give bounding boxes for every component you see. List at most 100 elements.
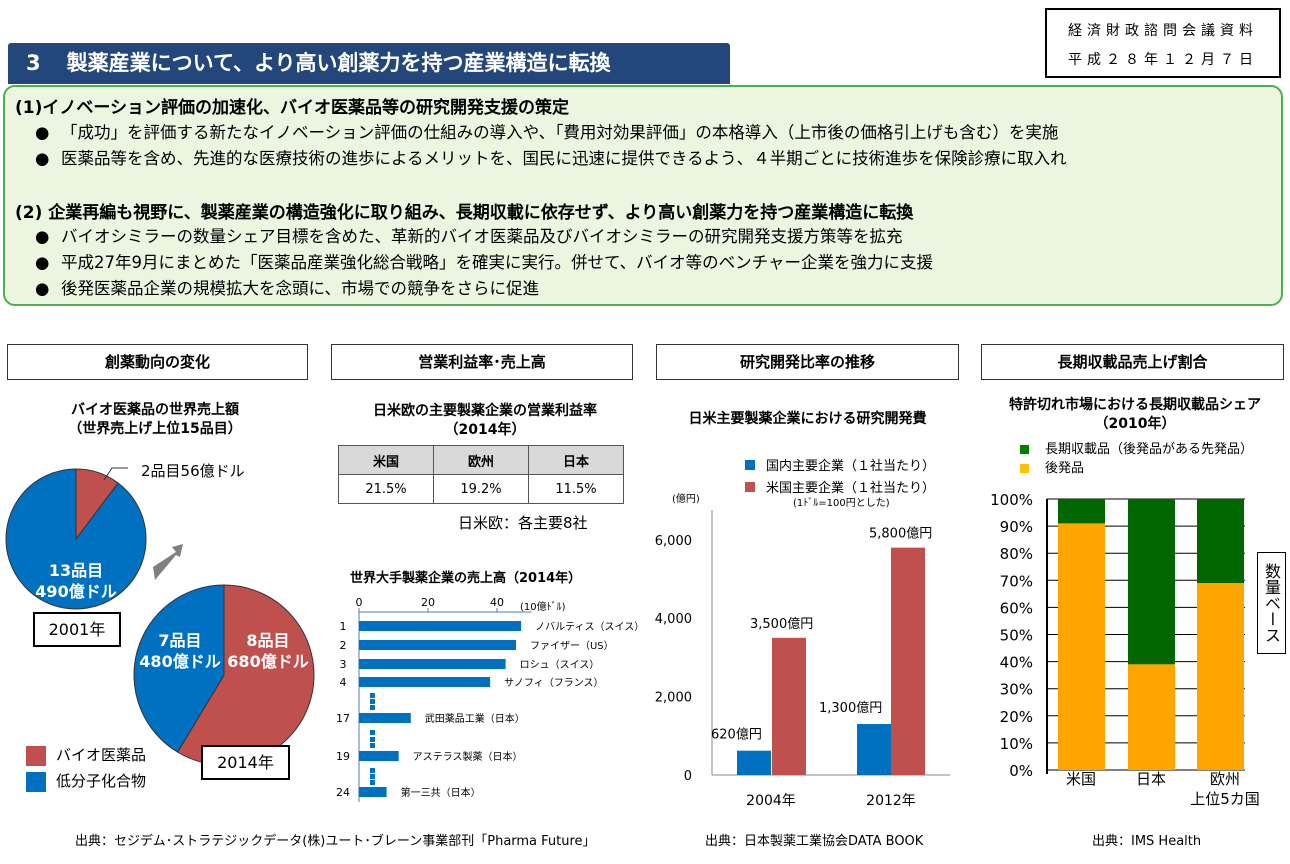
y-tick-label: 60% xyxy=(1000,599,1033,617)
pie-chart-title: バイオ医薬品の世界売上額 （世界売上げ上位15品目） xyxy=(20,401,290,439)
title-line: バイオ医薬品の世界売上額 xyxy=(71,402,239,418)
arrow-icon xyxy=(153,544,183,580)
rank-label: 2 xyxy=(340,639,347,652)
volume-basis-label: 数量ベース xyxy=(1257,552,1286,654)
table-row: 21.5% 19.2% 11.5% xyxy=(338,474,624,504)
ellipsis-dot xyxy=(370,780,375,785)
ellipsis-dot xyxy=(370,774,375,779)
table-cell: 19.2% xyxy=(433,474,529,504)
column-header: 日本 xyxy=(528,445,624,475)
pie-slice-label: 490億ドル xyxy=(35,582,116,601)
bar-value-label: 620億円 xyxy=(711,727,762,743)
exchange-note: (1ﾄﾞﾙ=100円とした) xyxy=(793,497,890,509)
sales-chart-title: 世界大手製薬企業の売上高（2014年） xyxy=(350,571,582,586)
sales-bar xyxy=(359,787,387,797)
document-label-box: 経済財政諮問会議資料 平成２８年１２月７日 xyxy=(1045,8,1281,78)
company-label: 武田薬品工業（日本） xyxy=(425,712,525,725)
bullet: ● バイオシミラーの数量シェア目標を含めた、革新的バイオ医薬品及びバイオシミラーの… xyxy=(35,223,903,247)
ellipsis-dot xyxy=(370,768,375,773)
legend-swatch xyxy=(745,460,755,470)
doc-date: 平成２８年１２月７日 xyxy=(1068,52,1258,68)
legend-generic: 後発品 xyxy=(1020,457,1084,476)
column-header: 欧州 xyxy=(433,445,529,475)
legend-long-listed: 長期収載品（後発品がある先発品） xyxy=(1020,438,1253,457)
bullet-text: 医薬品等を含め、先進的な医療技術の進歩によるメリットを、国民に迅速に提供できるよ… xyxy=(61,149,1067,168)
y-tick-label: 30% xyxy=(1000,681,1033,699)
x-tick-label: 0 xyxy=(356,596,363,609)
legend-label: 国内主要企業（１社当たり） xyxy=(766,458,935,474)
ellipsis-dot xyxy=(370,737,375,742)
ellipsis-dot xyxy=(370,705,375,710)
pie-slice-label: 680億ドル xyxy=(227,652,308,671)
panel-header-drug-trends: 創薬動向の変化 xyxy=(7,344,308,380)
stacked-bar-segment xyxy=(1197,583,1244,770)
title-line: 特許切れ市場における長期収載品シェア xyxy=(1009,397,1261,413)
year-2001-label: 2001年 xyxy=(33,612,121,647)
ellipsis-dot xyxy=(370,730,375,735)
bullet-dot: ● xyxy=(35,149,50,168)
company-label: ノバルティス（スイス） xyxy=(535,621,640,633)
panel-header-rd-ratio: 研究開発比率の推移 xyxy=(656,344,959,380)
table-header-row: 米国 欧州 日本 xyxy=(338,445,624,475)
rank-label: 17 xyxy=(336,712,350,725)
x-tick-label: 上位5カ国 xyxy=(1190,790,1260,808)
x-tick-label: 欧州 xyxy=(1210,770,1240,788)
rank-label: 1 xyxy=(340,620,347,633)
legend-swatch xyxy=(26,745,46,766)
bullet: ● 平成27年9月にまとめた「医薬品産業強化総合戦略」を確実に実行。併せて、バイオ… xyxy=(35,249,933,273)
y-tick-label: 0% xyxy=(1009,762,1033,780)
leader-line xyxy=(103,467,128,481)
sales-bar xyxy=(359,677,491,687)
summary-heading-2: (2) 企業再編も視野に、製薬産業の構造強化に取り組み、長期収載に依存せず、より… xyxy=(15,203,914,223)
title-line: （世界売上げ上位15品目） xyxy=(68,421,242,437)
bullet-text: バイオシミラーの数量シェア目標を含めた、革新的バイオ医薬品及びバイオシミラーの研… xyxy=(61,227,903,246)
company-label: 第一三共（日本） xyxy=(401,786,481,799)
rd-bar xyxy=(857,724,891,775)
sales-bar-chart: 0 20 40 (10億ﾄﾞﾙ) 1 ノバルティス（スイス） 2 ファイザー（US） 3 ロシュ（… xyxy=(336,596,640,802)
unit-label: (10億ﾄﾞﾙ) xyxy=(520,600,566,613)
sales-bar xyxy=(359,713,411,723)
bullet: ● 「成功」を評価する新たなイノベーション評価の仕組みの導入や、「費用対効果評価」… xyxy=(35,119,1058,143)
year-2014-label: 2014年 xyxy=(201,745,290,780)
legend-label: 長期収載品（後発品がある先発品） xyxy=(1045,442,1254,457)
section-number: 3 xyxy=(26,51,41,75)
title-line: （2010年） xyxy=(1094,416,1176,432)
bullet: ● 医薬品等を含め、先進的な医療技術の進歩によるメリットを、国民に迅速に提供できる… xyxy=(35,145,1067,169)
title-text: 製薬産業について、より高い創薬力を持つ産業構造に転換 xyxy=(66,51,611,75)
bar-value-label: 5,800億円 xyxy=(869,526,932,542)
legend-label: 米国主要企業（１社当たり） xyxy=(766,480,935,496)
y-tick-label: 90% xyxy=(1000,518,1033,536)
legend-swatch xyxy=(745,482,755,492)
stacked-bar-segment xyxy=(1197,499,1244,584)
legend-label: 低分子化合物 xyxy=(56,772,147,790)
column-header: 米国 xyxy=(338,445,434,475)
legend-swatch xyxy=(26,771,46,792)
rd-bar xyxy=(737,750,771,775)
page-title: 3 製薬産業について、より高い創薬力を持つ産業構造に転換 xyxy=(8,43,730,84)
doc-label: 経済財政諮問会議資料 xyxy=(1068,23,1258,39)
table-cell: 11.5% xyxy=(528,474,624,504)
rank-label: 3 xyxy=(340,658,347,671)
bullet-dot: ● xyxy=(35,253,50,272)
source-note-4: 出典：IMS Health xyxy=(1092,834,1202,849)
x-tick-label: 2012年 xyxy=(866,793,916,809)
bullet-dot: ● xyxy=(35,123,50,142)
rank-label: 24 xyxy=(336,786,350,799)
pie-slice-label: 8品目 xyxy=(246,631,289,650)
y-tick-label: 6,000 xyxy=(655,534,692,549)
table-cell: 21.5% xyxy=(338,474,434,504)
pie-slice-label: 480億ドル xyxy=(139,652,220,671)
pie-2001-bio-label: 2品目56億ドル xyxy=(141,462,245,480)
rd-chart-title: 日米主要製薬企業における研究開発費 xyxy=(688,411,927,427)
rd-bar-chart: 0 2,000 4,000 6,000 (億円) 国内主要企業（１社当たり） 米国主要企業（… xyxy=(655,458,950,809)
legend-bio: バイオ医薬品 xyxy=(26,744,146,766)
sales-bar xyxy=(359,640,516,650)
pie-slice-label: 7品目 xyxy=(158,631,201,650)
ellipsis-dot xyxy=(370,699,375,704)
company-label: ロシュ（スイス） xyxy=(520,659,600,671)
y-tick-label: 40% xyxy=(1000,654,1033,672)
sales-bar xyxy=(359,751,399,761)
bar-value-label: 1,300億円 xyxy=(819,700,882,716)
title-line: 日米欧の主要製薬企業の営業利益率 xyxy=(373,403,597,419)
company-label: サノフィ（フランス） xyxy=(504,677,603,689)
